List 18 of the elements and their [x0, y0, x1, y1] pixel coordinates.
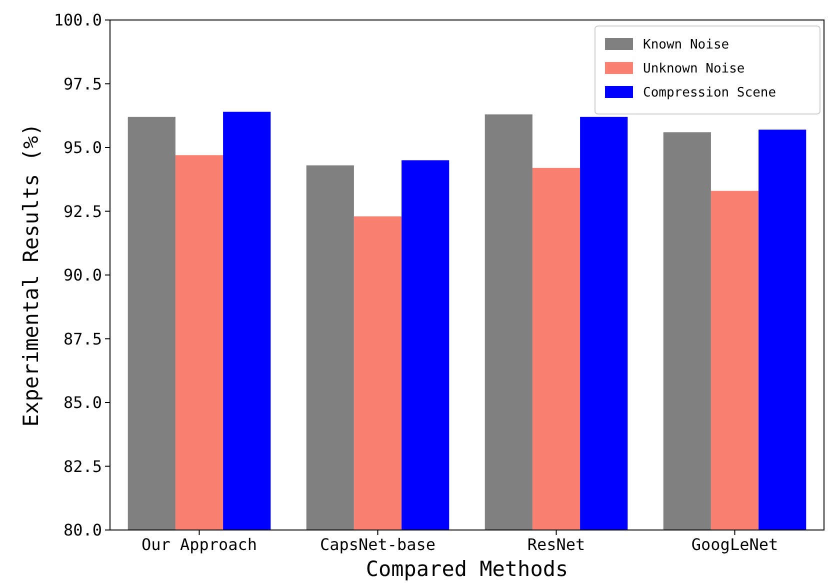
legend-label: Compression Scene — [643, 86, 776, 101]
y-tick-label: 82.5 — [63, 456, 102, 476]
x-tick-label: Our Approach — [141, 535, 258, 554]
y-axis-title: Experimental Results (%) — [19, 123, 43, 427]
x-tick-label: CapsNet-base — [320, 535, 436, 554]
y-tick-label: 90.0 — [63, 266, 102, 285]
legend-label: Unknown Noise — [643, 62, 745, 77]
y-tick-label: 85.0 — [63, 393, 102, 412]
y-tick-label: 80.0 — [63, 520, 102, 540]
y-tick-label: 95.0 — [63, 138, 102, 158]
x-axis-title: Compared Methods — [366, 557, 568, 581]
y-tick-label: 92.5 — [63, 202, 102, 221]
y-tick-label: 97.5 — [63, 74, 102, 94]
y-tick-label: 100.0 — [54, 10, 102, 30]
legend-label: Known Noise — [643, 38, 730, 53]
x-tick-label: GoogLeNet — [691, 535, 778, 554]
y-tick-label: 87.5 — [63, 329, 102, 348]
x-tick-label: ResNet — [527, 535, 586, 554]
